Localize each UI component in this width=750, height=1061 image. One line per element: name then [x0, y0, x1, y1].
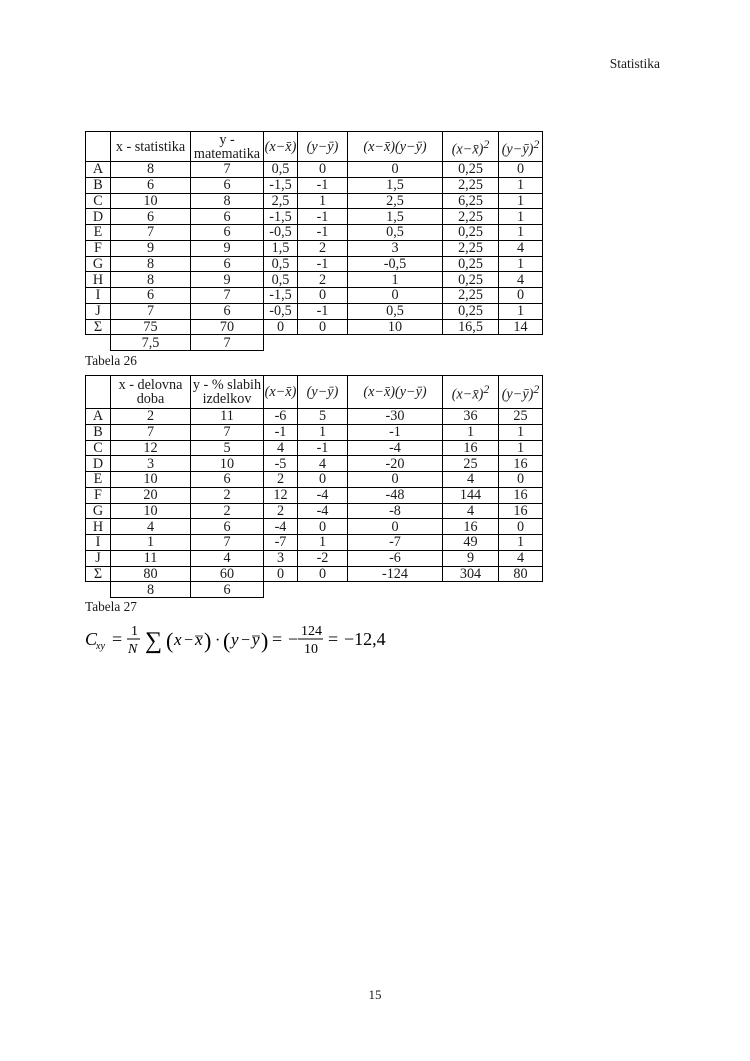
svg-text:): ) — [261, 628, 268, 653]
svg-text:124: 124 — [301, 624, 322, 639]
svg-text:x: x — [173, 630, 182, 649]
svg-text:=: = — [272, 629, 282, 649]
svg-text:N: N — [127, 642, 138, 657]
svg-text:=: = — [328, 629, 338, 649]
svg-text:−: − — [241, 632, 250, 649]
svg-text:xy: xy — [95, 641, 105, 652]
svg-text:y: y — [229, 630, 239, 649]
svg-text:−: − — [184, 632, 193, 649]
svg-text:(: ( — [223, 628, 230, 653]
svg-text:1: 1 — [131, 624, 138, 639]
svg-text:=: = — [112, 629, 122, 649]
svg-text:∑: ∑ — [145, 628, 162, 654]
svg-text:·: · — [215, 632, 220, 649]
svg-text:10: 10 — [304, 642, 318, 657]
svg-text:−: − — [288, 629, 298, 649]
svg-text:): ) — [204, 628, 211, 653]
svg-text:x: x — [194, 630, 203, 649]
svg-text:−12,4: −12,4 — [344, 629, 386, 649]
svg-text:(: ( — [166, 628, 173, 653]
svg-text:y: y — [250, 630, 260, 649]
